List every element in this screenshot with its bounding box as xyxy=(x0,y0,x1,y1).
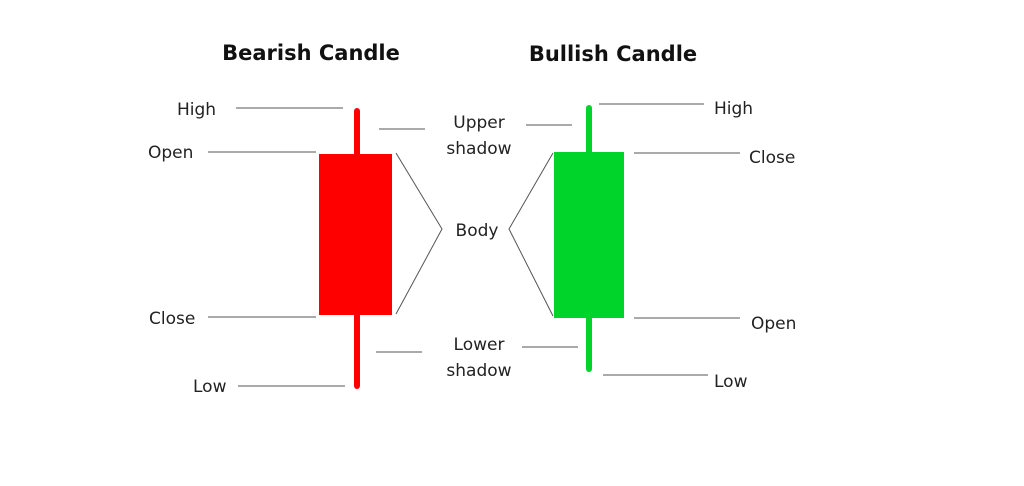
bearish-close-label: Close xyxy=(149,309,195,329)
upper-shadow-label-line1: Upper xyxy=(453,113,504,133)
bearish-body xyxy=(319,154,392,315)
bearish-low-label: Low xyxy=(193,377,227,397)
bearish-body-bracket xyxy=(395,152,443,315)
lower-shadow-label-line2: shadow xyxy=(446,361,511,381)
bearish-high-label: High xyxy=(177,100,216,120)
bearish-open-label: Open xyxy=(148,143,193,163)
bearish-candle xyxy=(319,108,392,389)
lower-shadow-label-line1: Lower xyxy=(454,335,505,355)
bullish-candle xyxy=(554,105,624,372)
bullish-body-bracket xyxy=(508,152,554,317)
bullish-title: Bullish Candle xyxy=(529,42,697,66)
bearish-title: Bearish Candle xyxy=(222,41,400,65)
upper-shadow-label-line2: shadow xyxy=(446,139,511,159)
bullish-low-label: Low xyxy=(714,372,748,392)
bullish-body xyxy=(554,152,624,318)
bullish-close-label: Close xyxy=(749,148,795,168)
bullish-open-label: Open xyxy=(751,314,796,334)
body-label: Body xyxy=(456,221,499,241)
bullish-high-label: High xyxy=(714,99,753,119)
